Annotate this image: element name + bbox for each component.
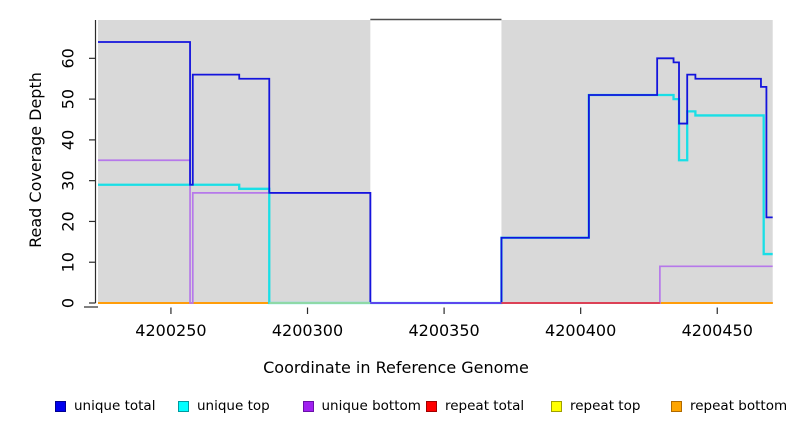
legend-label: unique bottom	[321, 398, 421, 414]
shaded-coverage-region	[501, 20, 773, 303]
y-tick-label: 50	[59, 89, 78, 109]
x-tick-label: 4200400	[545, 321, 616, 340]
legend-item-unique-total: unique total	[55, 396, 155, 416]
x-tick-label: 4200250	[135, 321, 206, 340]
x-tick-label: 4200450	[682, 321, 753, 340]
legend: unique total unique top unique bottom repea…	[0, 396, 792, 418]
y-tick-label: 60	[59, 48, 78, 68]
y-tick-label: 40	[59, 130, 78, 150]
legend-item-unique-top: unique top	[178, 396, 270, 416]
x-tick-label: 4200350	[408, 321, 479, 340]
legend-label: repeat bottom	[690, 398, 788, 414]
shaded-coverage-region	[98, 20, 371, 303]
legend-swatch-icon	[302, 400, 314, 412]
legend-label: repeat top	[570, 398, 641, 414]
series-line-unique-top	[98, 93, 773, 305]
legend-item-repeat-total: repeat total	[426, 396, 524, 416]
legend-item-repeat-top: repeat top	[551, 396, 640, 416]
legend-swatch-icon	[178, 400, 189, 412]
legend-label: unique total	[74, 398, 156, 414]
legend-swatch-icon	[55, 400, 66, 412]
legend-label: unique top	[197, 398, 270, 414]
x-axis-title: Coordinate in Reference Genome	[263, 358, 529, 377]
legend-item-repeat-bottom: repeat bottom	[671, 396, 787, 416]
y-axis-title: Read Coverage Depth	[26, 72, 45, 248]
y-tick-label: 20	[59, 211, 78, 231]
legend-swatch-icon	[426, 400, 437, 412]
y-tick-label: 10	[59, 252, 78, 272]
series-line-unique-total	[98, 41, 773, 304]
legend-label: repeat total	[445, 398, 525, 414]
y-tick-label: 0	[59, 298, 78, 308]
legend-item-unique-bottom: unique bottom	[302, 396, 421, 416]
y-tick-label: 30	[59, 170, 78, 190]
legend-swatch-icon	[551, 400, 562, 412]
x-tick-label: 4200300	[272, 321, 343, 340]
legend-swatch-icon	[671, 400, 682, 412]
